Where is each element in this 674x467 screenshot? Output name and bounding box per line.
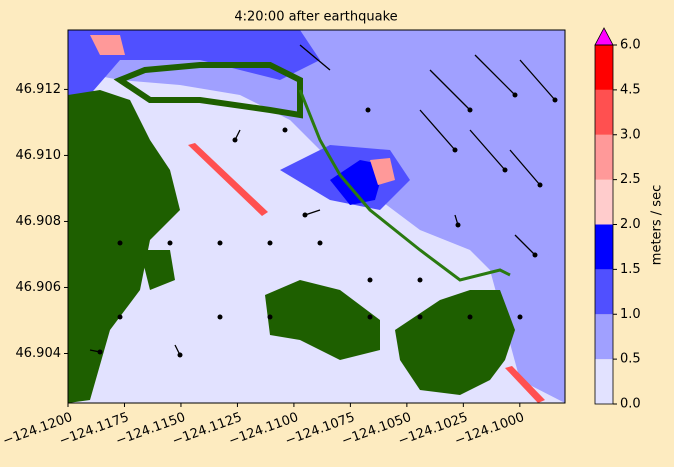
colorbar-band [595,134,613,180]
chart-title: 4:20:00 after earthquake [234,10,397,25]
road [298,89,511,282]
colorbar-band [595,89,613,135]
speed-region [90,35,125,55]
velocity-arrows [89,44,556,356]
land [395,290,515,395]
colorbar-tick-label: 2.5 [620,172,641,187]
colorbar-tick-label: 6.0 [620,38,641,53]
y-tick-label: 46.910 [16,148,62,163]
colorbar-label: meters / sec [650,185,665,265]
speed-region [330,160,385,205]
colorbar-tick-label: 3.0 [620,127,641,142]
colorbar-band [595,179,613,225]
y-tick-label: 46.912 [16,82,62,97]
speed-region [68,30,565,330]
colorbar-band [595,314,613,360]
colorbar-tick-label: 2.0 [620,217,641,232]
speed-region [350,30,565,120]
speed-region [505,366,545,403]
land [265,280,380,360]
land [68,90,180,403]
speed-region [188,143,268,216]
land [140,250,175,290]
plot-frame [67,29,566,404]
colorbar-tick-label: 0.5 [620,352,641,367]
y-tick-label: 46.906 [16,280,62,295]
land [113,62,303,119]
colorbar-extend [594,27,614,46]
colorbar-band [595,45,613,90]
colorbar-band [595,359,613,404]
colorbar-tick-label: 4.5 [620,82,641,97]
velocity-arrow-heads [97,92,558,358]
y-tick-label: 46.904 [16,346,62,361]
y-tick-label: 46.908 [16,214,62,229]
colorbar-tick-label: 0.0 [620,397,641,412]
speed-region [490,250,565,403]
colorbar-tick-label: 1.5 [620,262,641,277]
colorbar-band [595,269,613,315]
colorbar-band [595,224,613,270]
speed-region [68,30,320,120]
colorbar-tick-label: 1.0 [620,307,641,322]
speed-region [370,158,395,185]
map-field [68,30,565,403]
